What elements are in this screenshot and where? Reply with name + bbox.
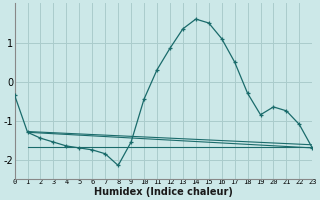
X-axis label: Humidex (Indice chaleur): Humidex (Indice chaleur) bbox=[94, 187, 233, 197]
